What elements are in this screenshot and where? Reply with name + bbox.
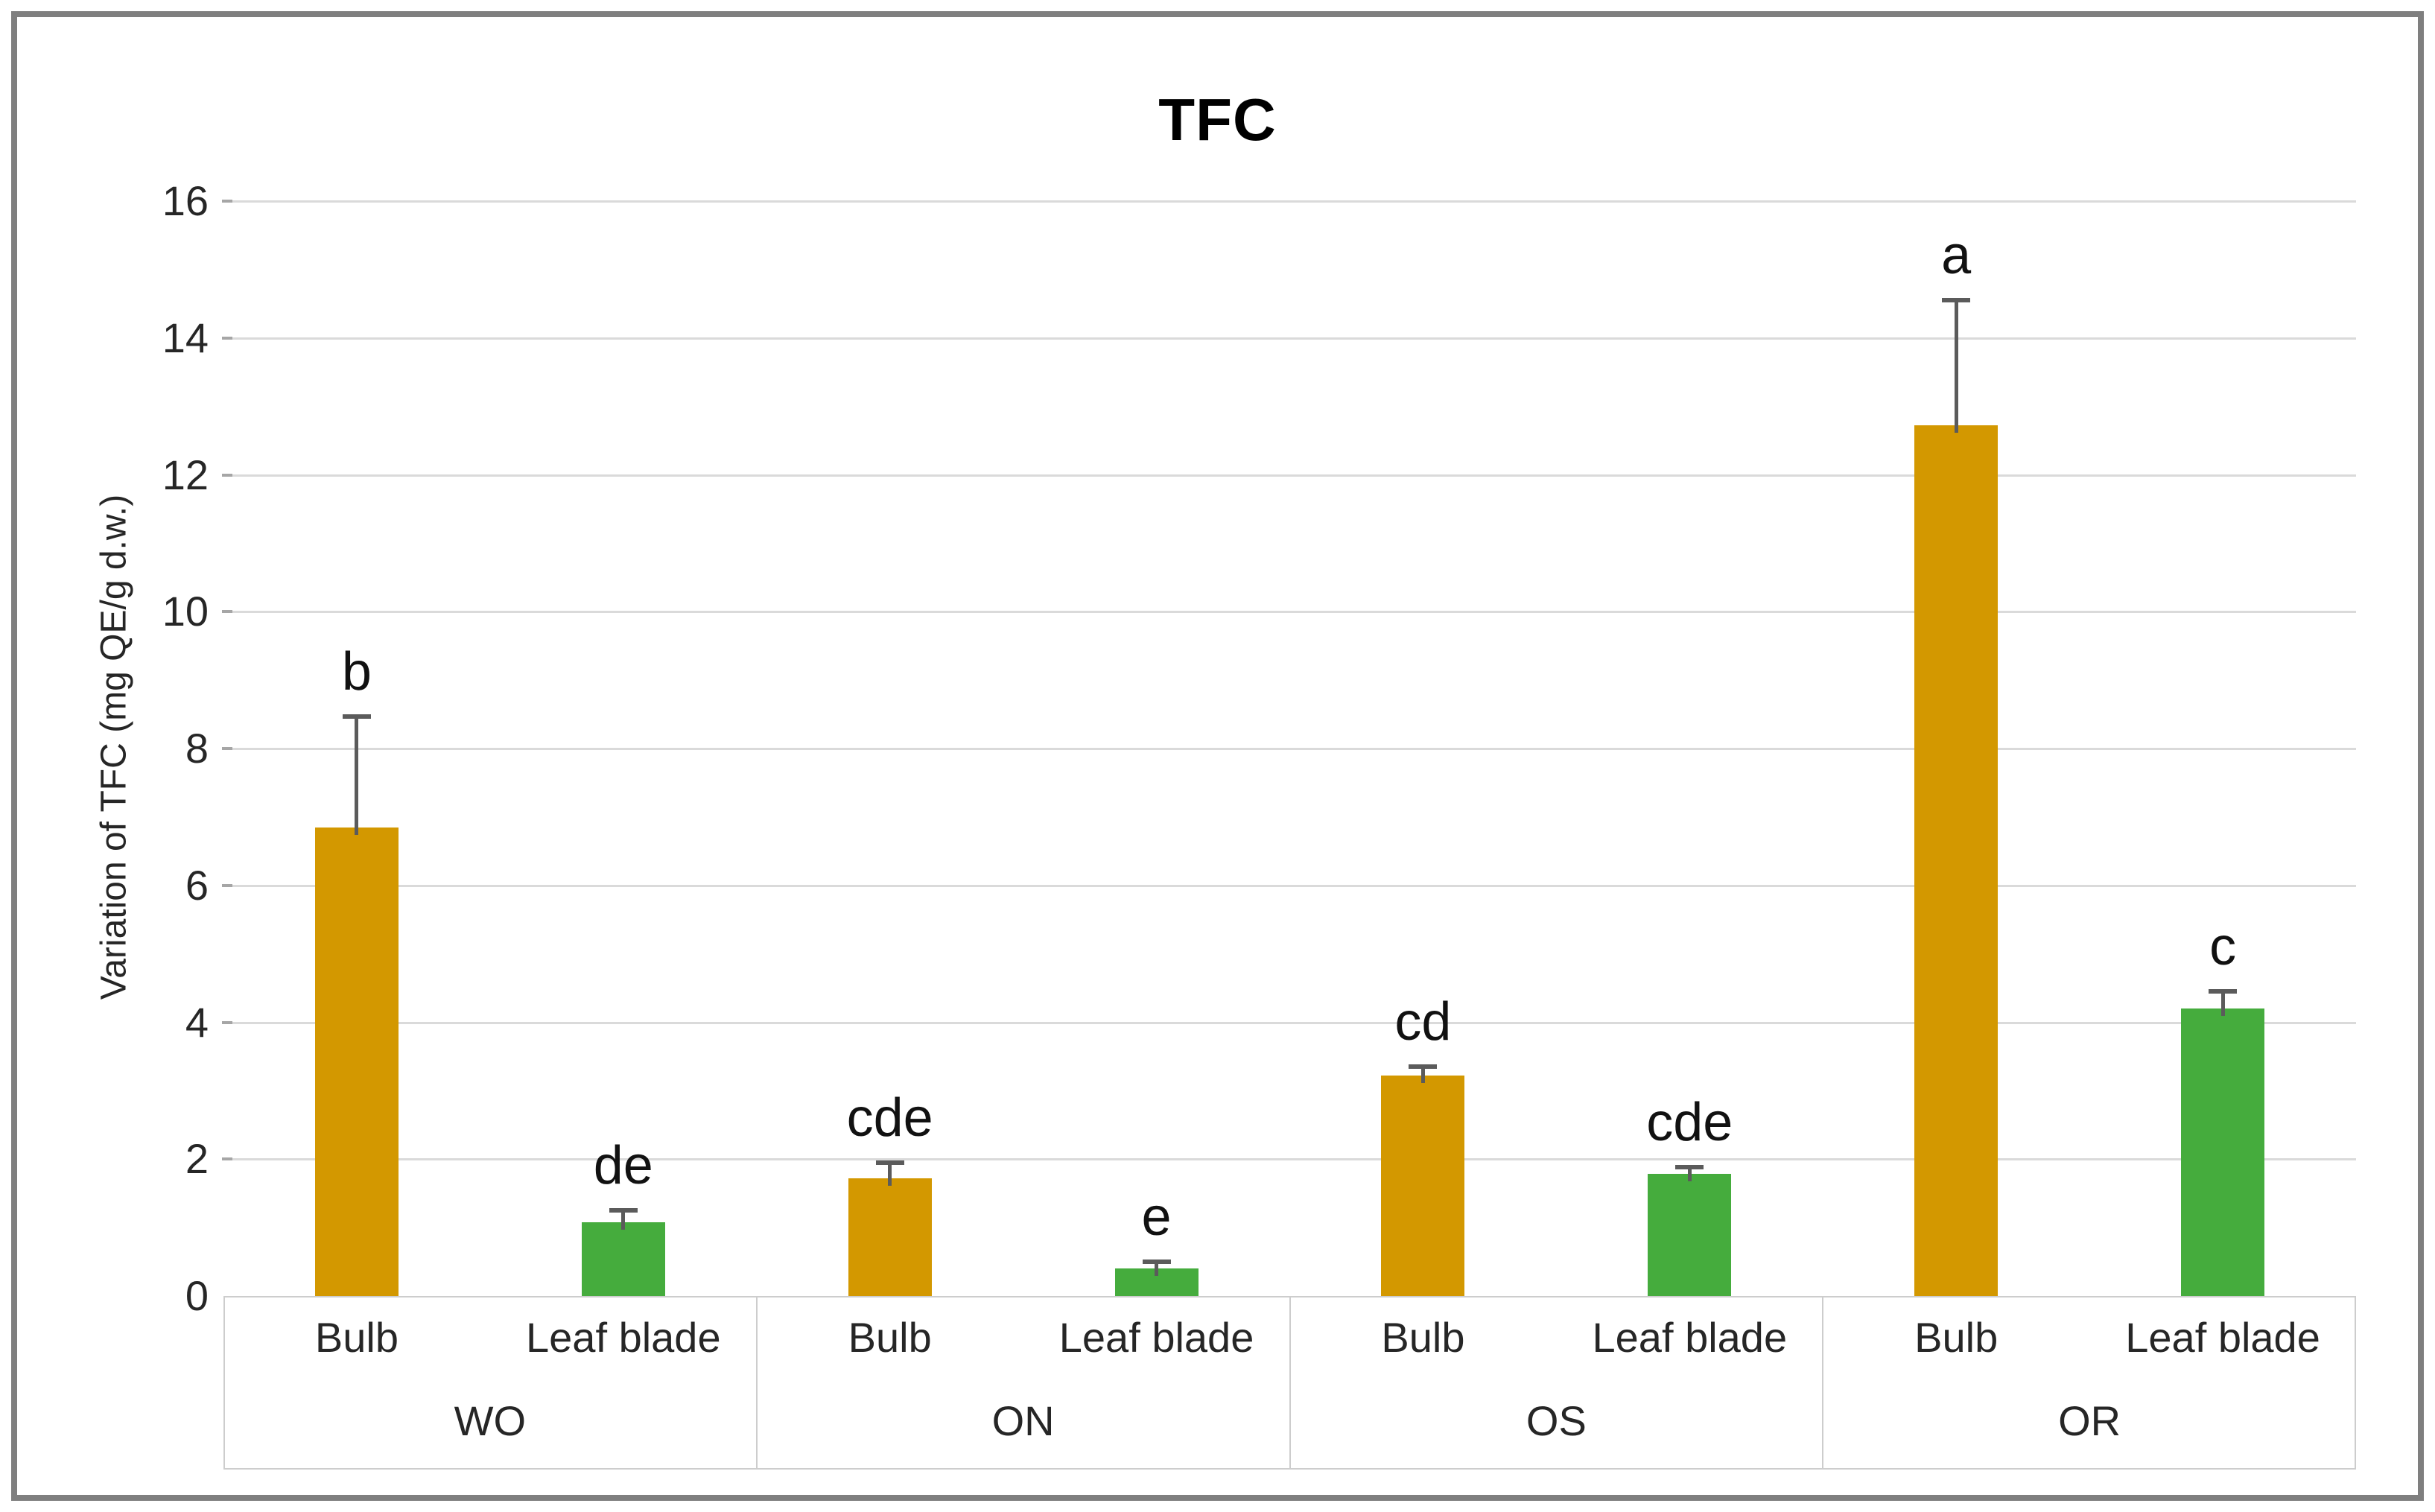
group-label-OS: OS [1526,1397,1587,1444]
x-axis-group-divider [755,1296,758,1470]
y-tick-label: 16 [162,177,209,224]
bar-ON-bulb [848,1178,932,1296]
error-bar-cap [875,1160,904,1165]
error-bar-cap [342,714,371,719]
chart-title: TFC [1158,86,1277,153]
error-bar-whisker [1155,1262,1159,1277]
bar-WO-bulb [314,827,399,1296]
category-label: Leaf blade [2125,1314,2320,1361]
bar-OS-leaf-blade [1648,1173,1732,1296]
group-label-ON: ON [991,1397,1055,1444]
gridline-y10 [223,611,2356,614]
category-label: Bulb [1381,1314,1465,1361]
error-bar-whisker [1420,1067,1425,1084]
y-axis-tick [222,747,232,750]
y-tick-label: 12 [162,451,209,498]
x-axis-group-divider [1289,1296,1291,1470]
significance-letter: e [1141,1187,1172,1248]
y-axis-tick [222,473,232,477]
error-bar-cap [1942,298,1971,303]
error-bar-whisker [1687,1167,1692,1181]
gridline-y6 [223,884,2356,887]
gridline-y16 [223,200,2356,203]
y-tick-label: 10 [162,588,209,635]
bar-OR-leaf-blade [2181,1008,2265,1296]
gridline-y4 [223,1021,2356,1024]
y-tick-label: 0 [185,1272,209,1319]
gridline-y8 [223,748,2356,750]
y-tick-label: 6 [185,861,209,909]
significance-letter: a [1941,226,1972,286]
gridline-y14 [223,337,2356,340]
error-bar-cap [1142,1260,1171,1265]
error-bar-whisker [355,716,359,835]
error-bar-cap [2209,989,2238,994]
significance-letter: cde [846,1087,933,1148]
category-label: Bulb [314,1314,399,1361]
category-label: Leaf blade [1592,1314,1788,1361]
y-axis-tick [222,1020,232,1024]
bar-OR-bulb [1914,425,1999,1296]
significance-letter: de [593,1136,653,1196]
error-bar-whisker [621,1210,626,1230]
error-bar-whisker [1954,300,1958,433]
significance-letter: c [2209,917,2237,977]
bar-WO-leaf-blade [581,1222,665,1296]
x-axis-group-divider [1822,1296,1824,1470]
category-label: Leaf blade [1058,1314,1254,1361]
significance-letter: b [341,641,372,702]
y-axis-tick [222,610,232,614]
gridline-y2 [223,1158,2356,1161]
error-bar-cap [609,1208,638,1213]
y-tick-label: 14 [162,314,209,361]
category-label: Bulb [1914,1314,1999,1361]
error-bar-whisker [888,1162,892,1186]
y-axis-tick [222,200,232,203]
significance-letter: cde [1646,1093,1733,1153]
group-label-OR: OR [2058,1397,2121,1444]
y-axis-tick [222,1157,232,1161]
y-tick-label: 8 [185,725,209,772]
error-bar-whisker [2220,991,2225,1017]
y-axis-tick [222,883,232,887]
y-axis-tick [222,336,232,340]
y-tick-label: 2 [185,1135,209,1183]
category-label: Bulb [848,1314,932,1361]
category-label: Leaf blade [526,1314,721,1361]
error-bar-cap [1409,1064,1438,1070]
group-label-WO: WO [454,1397,527,1444]
significance-letter: cd [1394,992,1452,1052]
bar-OS-bulb [1381,1076,1465,1296]
error-bar-cap [1675,1165,1704,1170]
gridline-y12 [223,474,2356,477]
y-tick-label: 4 [185,998,209,1046]
